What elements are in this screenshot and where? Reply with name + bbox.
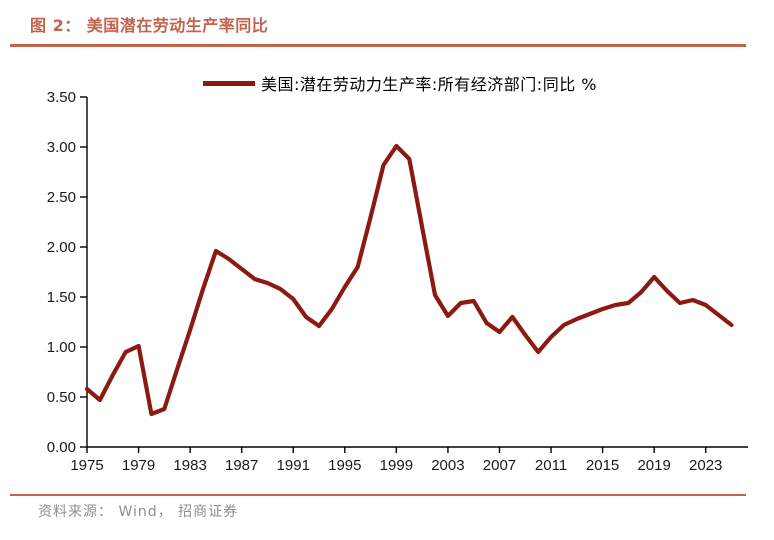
svg-text:1983: 1983 [173,457,206,474]
svg-text:1.00: 1.00 [47,339,76,356]
source-note: 资料来源： Wind， 招商证券 [38,504,239,520]
svg-text:1995: 1995 [328,457,361,474]
svg-text:2.50: 2.50 [47,189,76,206]
svg-text:3.50: 3.50 [47,89,76,106]
legend-entry: 美国:潜在劳动力生产率:所有经济部门:同比 % [203,71,597,95]
title-divider-line [10,44,746,47]
footer-divider-line [10,494,746,496]
svg-text:2.00: 2.00 [47,239,76,256]
legend-line-swatch-icon [203,80,256,86]
svg-text:2003: 2003 [431,457,464,474]
chart-legend: 美国:潜在劳动力生产率:所有经济部门:同比 % [0,70,774,96]
svg-text:0.00: 0.00 [47,439,76,456]
svg-text:2011: 2011 [535,457,567,474]
svg-text:2023: 2023 [689,457,722,474]
svg-text:0.50: 0.50 [47,389,76,406]
svg-text:1999: 1999 [380,457,413,474]
svg-text:2015: 2015 [586,457,619,474]
legend-label: 美国:潜在劳动力生产率:所有经济部门:同比 % [261,75,597,94]
svg-text:1.50: 1.50 [47,289,76,306]
svg-text:2019: 2019 [637,457,670,474]
svg-text:1987: 1987 [225,457,258,474]
svg-text:2007: 2007 [483,457,516,474]
svg-text:1975: 1975 [70,457,103,474]
svg-text:1979: 1979 [122,457,155,474]
svg-text:3.00: 3.00 [47,139,76,156]
svg-text:1991: 1991 [277,457,310,474]
figure-title: 图 2： 美国潜在劳动生产率同比 [30,16,269,35]
